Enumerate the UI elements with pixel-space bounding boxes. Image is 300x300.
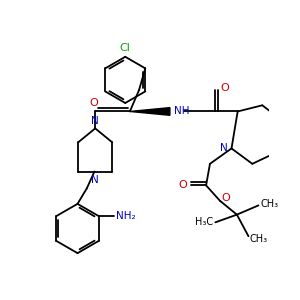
Text: O: O (178, 180, 187, 190)
Text: N: N (91, 116, 99, 126)
Text: NH: NH (174, 106, 189, 116)
Text: N: N (91, 176, 98, 185)
Text: NH₂: NH₂ (116, 211, 135, 221)
Text: O: O (221, 82, 230, 93)
Text: Cl: Cl (120, 43, 131, 53)
Text: O: O (221, 194, 230, 203)
Text: CH₃: CH₃ (250, 234, 268, 244)
Text: N: N (220, 143, 228, 153)
Polygon shape (130, 108, 170, 115)
Text: CH₃: CH₃ (261, 199, 279, 209)
Text: H₃C: H₃C (195, 217, 213, 227)
Text: O: O (89, 98, 98, 108)
